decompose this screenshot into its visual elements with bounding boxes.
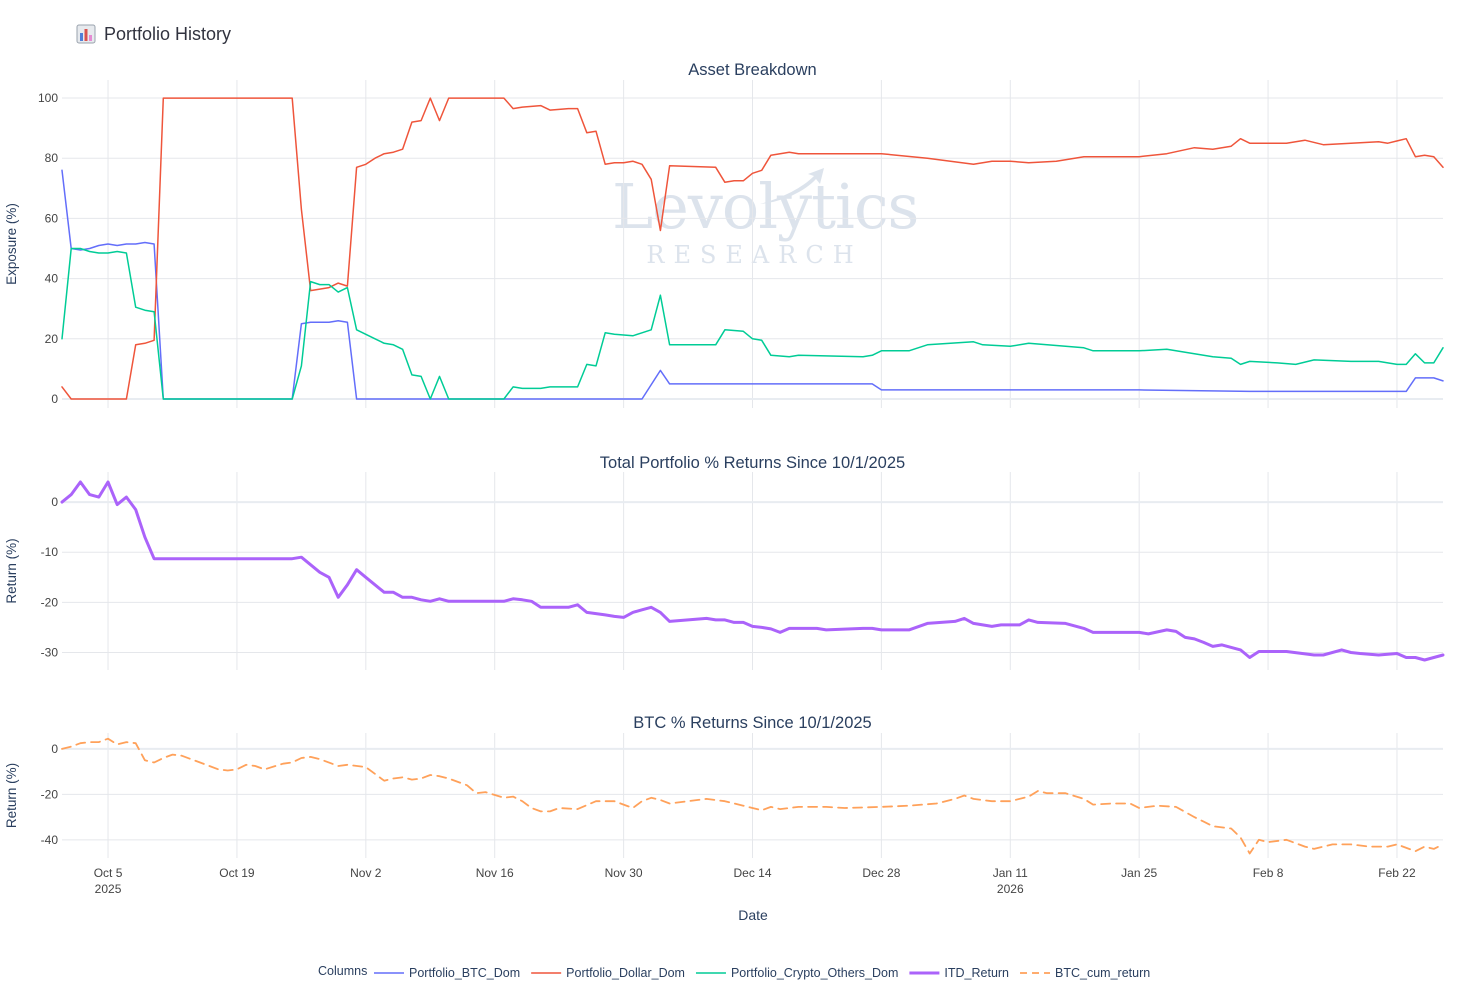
x-tick-label: Nov 2: [350, 866, 382, 880]
x-tick-label: Nov 16: [476, 866, 514, 880]
y-tick-label: 80: [45, 151, 59, 165]
y-tick-label: 0: [51, 742, 58, 756]
y-axis-label: Return (%): [4, 538, 19, 603]
series-line-itd-return: [60, 480, 1445, 662]
x-tick-year-label: 2026: [997, 882, 1024, 896]
panel-title: Total Portfolio % Returns Since 10/1/202…: [600, 454, 905, 472]
y-axis-label: Exposure (%): [4, 203, 19, 285]
panel-title: BTC % Returns Since 10/1/2025: [633, 714, 871, 732]
x-axis-label: Date: [738, 907, 768, 923]
y-tick-label: 0: [51, 392, 58, 406]
x-tick-label: Oct 5: [94, 866, 123, 880]
app-header: Portfolio History: [76, 22, 231, 46]
legend-item-portfolio-crypto-others-dom: Portfolio_Crypto_Others_Dom: [731, 966, 898, 980]
x-tick-label: Feb 8: [1253, 866, 1284, 880]
x-tick-year-label: 2025: [95, 882, 122, 896]
legend-item-btc-cum-return: BTC_cum_return: [1055, 966, 1150, 980]
series-line-portfolio-btc-dom: [61, 169, 1444, 400]
x-tick-label: Jan 11: [993, 866, 1028, 880]
page-title: Portfolio History: [104, 23, 232, 44]
series-line-portfolio-crypto-others-dom: [61, 247, 1444, 400]
y-tick-label: 0: [51, 495, 58, 509]
x-tick-label: Feb 22: [1378, 866, 1416, 880]
legend-title: Columns: [318, 964, 367, 978]
y-tick-label: -10: [41, 545, 59, 559]
y-tick-label: 20: [45, 332, 59, 346]
x-tick-label: Dec 14: [733, 866, 771, 880]
y-tick-label: 40: [45, 272, 59, 286]
y-axis-label: Return (%): [4, 763, 19, 828]
panel-title: Asset Breakdown: [688, 61, 816, 79]
y-tick-label: -20: [41, 595, 59, 609]
y-tick-label: -20: [41, 787, 59, 801]
x-tick-label: Jan 25: [1121, 866, 1157, 880]
y-tick-label: -40: [41, 833, 59, 847]
legend-item-itd-return: ITD_Return: [944, 966, 1009, 980]
x-tick-label: Oct 19: [219, 866, 255, 880]
legend-item-portfolio-btc-dom: Portfolio_BTC_Dom: [409, 966, 520, 980]
legend-item-portfolio-dollar-dom: Portfolio_Dollar_Dom: [566, 966, 685, 980]
series-line-portfolio-dollar-dom: [61, 97, 1444, 400]
y-tick-label: -30: [41, 645, 59, 659]
x-tick-label: Dec 28: [862, 866, 900, 880]
y-tick-label: 60: [45, 211, 59, 225]
series-line-btc-cum-return: [61, 737, 1444, 855]
bar-chart-icon: [76, 24, 96, 44]
x-tick-label: Nov 30: [605, 866, 643, 880]
y-tick-label: 100: [38, 91, 58, 105]
